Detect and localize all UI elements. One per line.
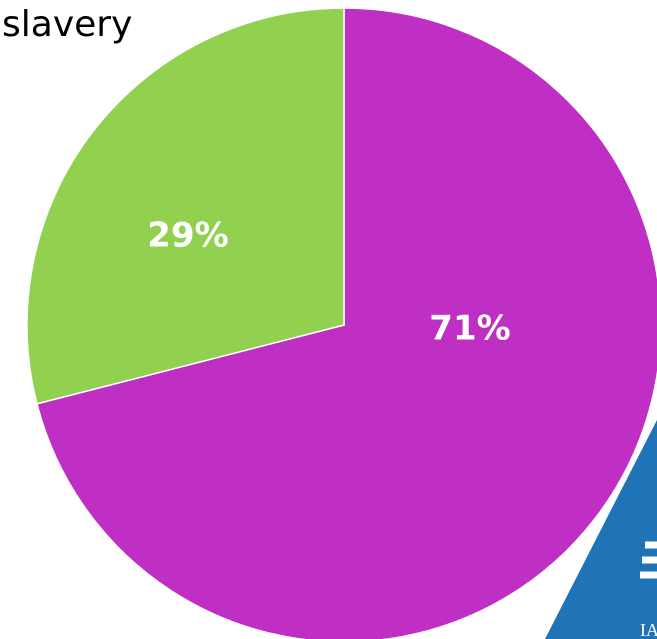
data-label: 71% — [429, 309, 510, 349]
chart-title: slavery — [2, 4, 132, 45]
pie-slice — [26, 7, 345, 405]
logo-letter: IA — [640, 620, 657, 639]
pie: 71% 29% — [26, 7, 657, 639]
logo-shape — [545, 420, 657, 639]
logo: IA — [545, 420, 657, 639]
pie-slice — [36, 7, 657, 639]
data-label: 29% — [147, 216, 228, 256]
logo-stripes — [640, 541, 657, 579]
